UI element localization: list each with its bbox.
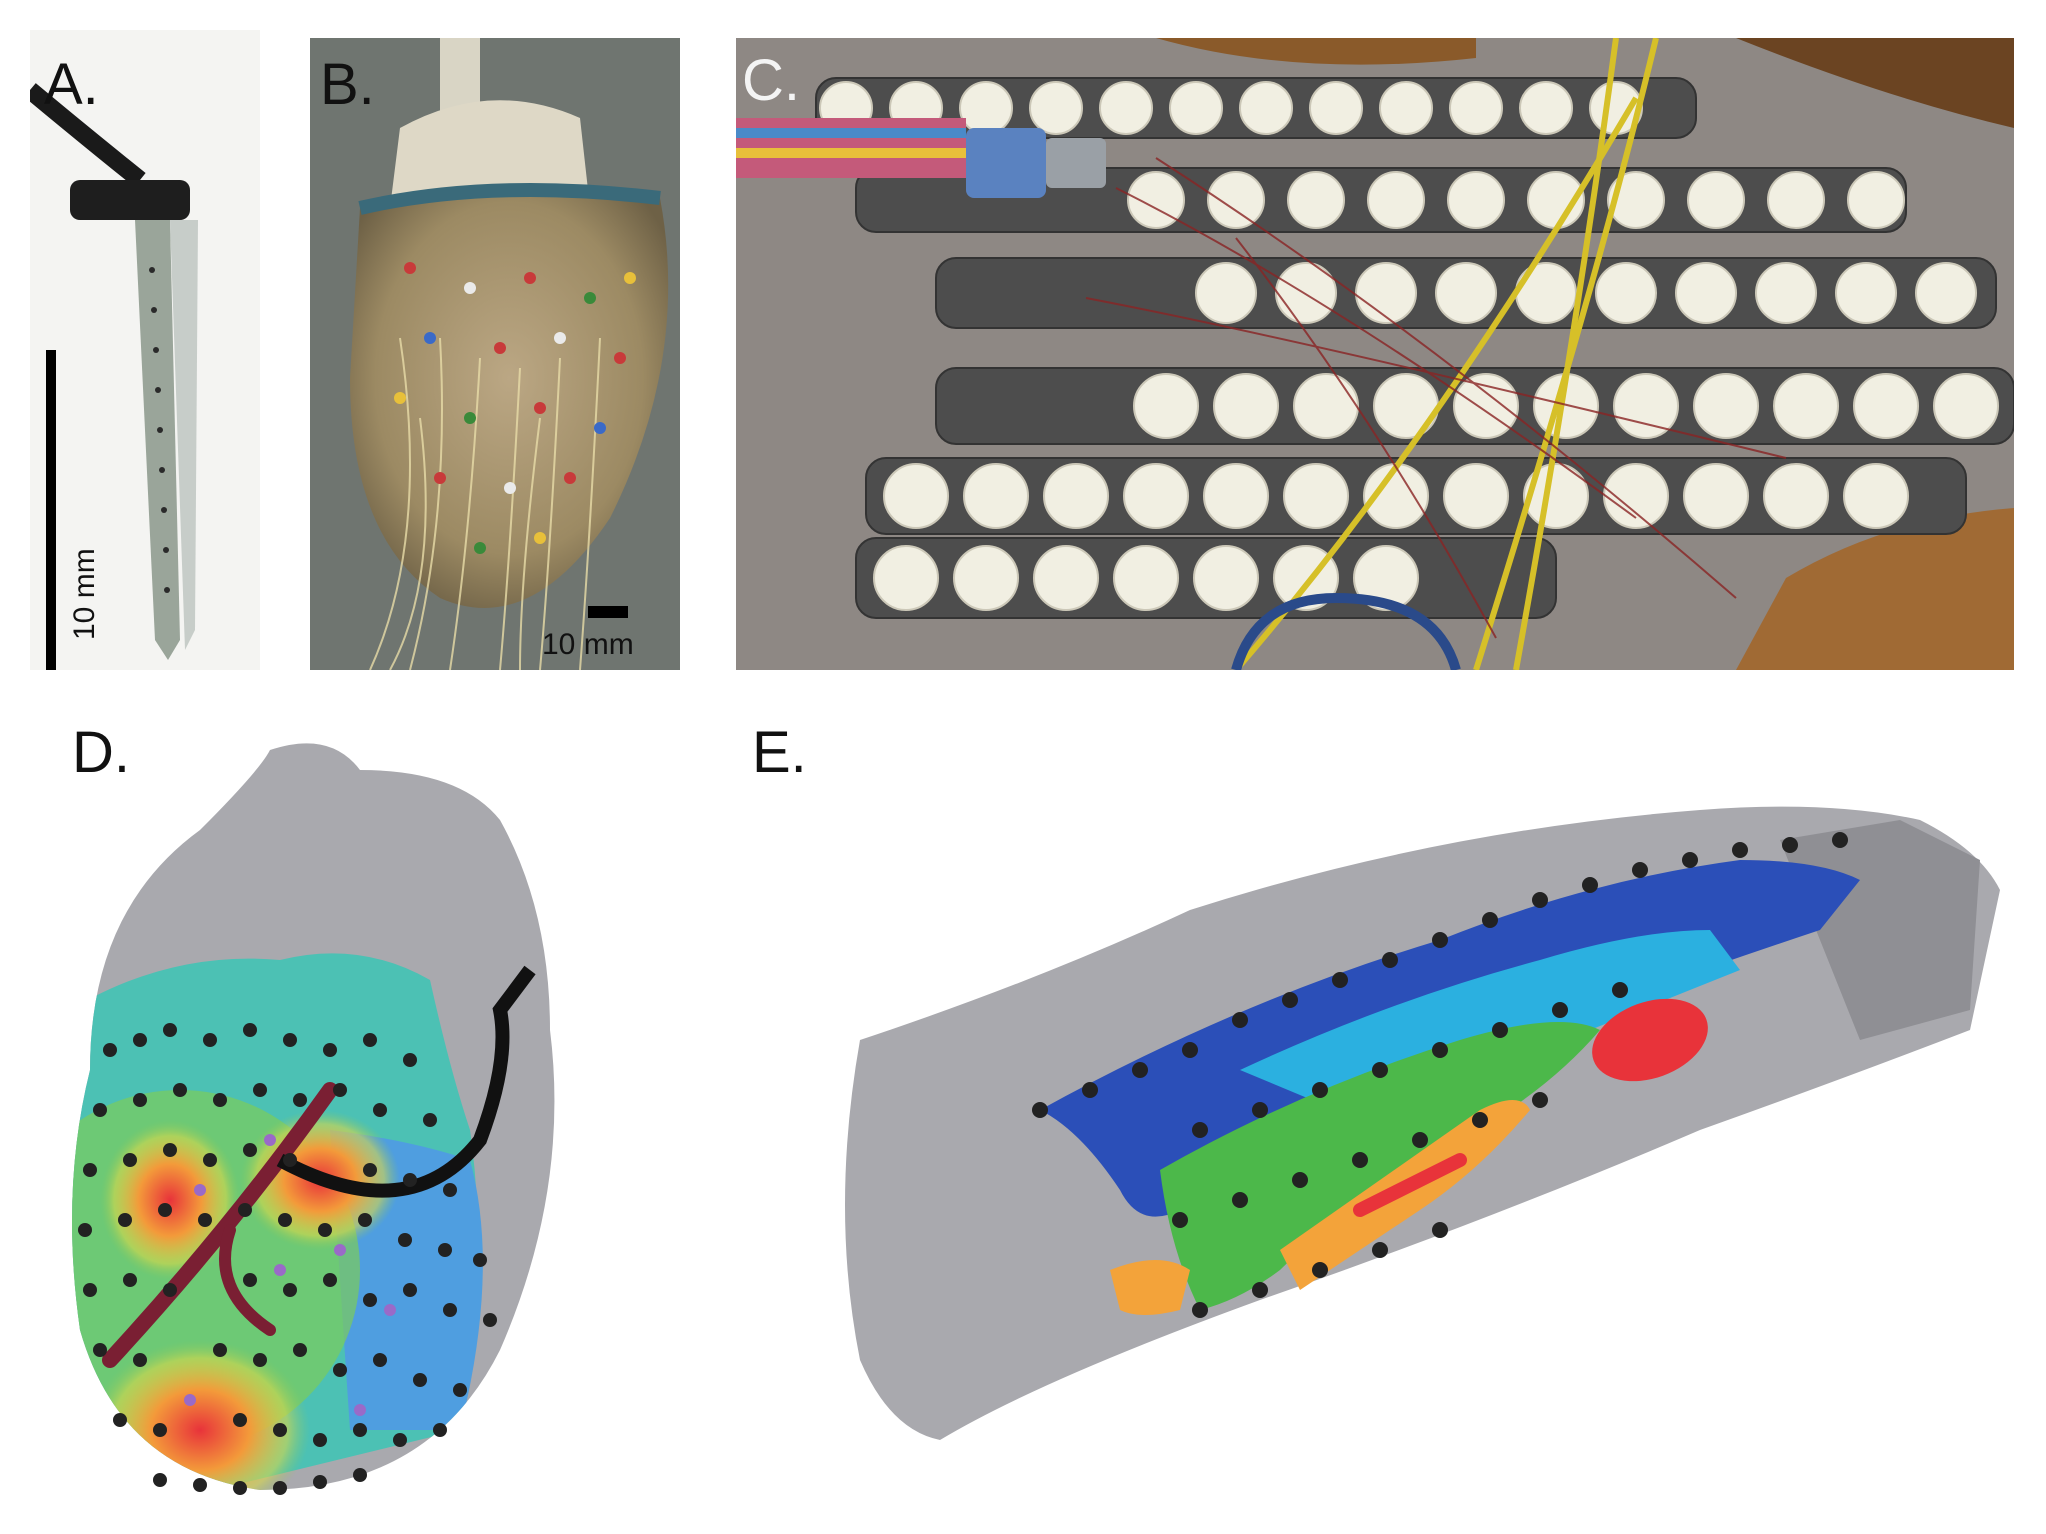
needle-electrode-icon bbox=[30, 30, 260, 670]
panel-label-a: A. bbox=[44, 52, 99, 117]
tank-activation-map bbox=[845, 806, 2000, 1440]
panel-c: C. bbox=[736, 38, 2014, 670]
panel-label-b: B. bbox=[320, 52, 375, 117]
panel-e: E. bbox=[740, 710, 2030, 1530]
panel-b: B. 10 mm bbox=[310, 38, 680, 670]
scale-bar-label-b: 10 mm bbox=[542, 628, 634, 661]
catheter-icon bbox=[276, 965, 536, 1198]
panel-label-d: D. bbox=[72, 720, 130, 785]
panel-a: A. 10 mm bbox=[30, 30, 260, 670]
heart-sock-icon bbox=[310, 38, 680, 670]
panel-d: D. bbox=[30, 710, 730, 1530]
panel-label-c: C. bbox=[742, 48, 800, 113]
heart-activation-map bbox=[72, 743, 555, 1495]
scale-bar-label-a: 10 mm bbox=[68, 548, 101, 640]
catheter-tip-marker bbox=[1592, 998, 1708, 1082]
torso-electrode-array-icon bbox=[736, 38, 2014, 670]
panel-label-e: E. bbox=[752, 720, 807, 785]
